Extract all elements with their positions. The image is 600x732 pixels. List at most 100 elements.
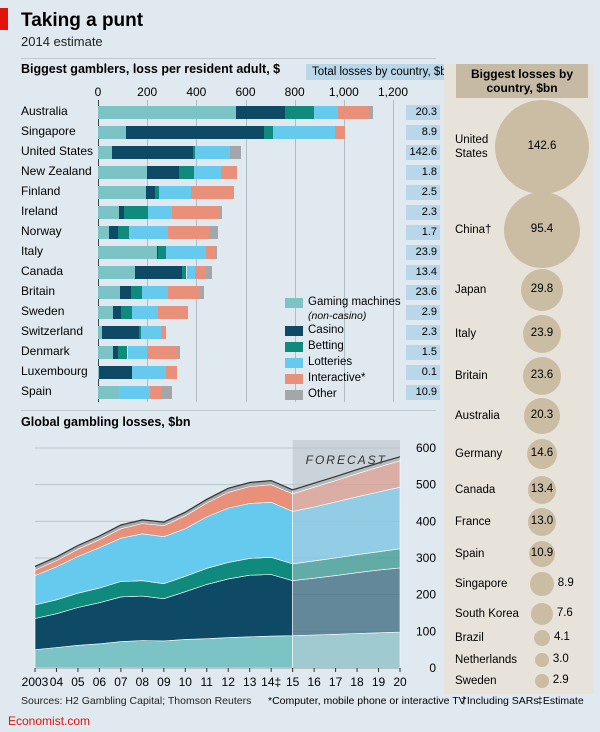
bar-segment [98,146,112,159]
bar-country-label: Australia [21,104,68,118]
legend-swatch [285,298,303,308]
bubble-country-label: Netherlands [455,654,518,666]
area-x-tick-label: 15 [286,675,300,689]
bar-x-tick-label: 0 [94,85,102,99]
bar-segment [120,286,132,299]
bubble-country-label: Japan [455,284,487,296]
total-loss-value: 20.3 [406,105,440,120]
bar-segment [158,246,166,259]
bar-segment [131,286,143,299]
bar-segment [128,226,169,239]
bar-segment [98,126,127,139]
area-x-tick-label: 08 [136,675,150,689]
bubble-value-label: 2.9 [552,674,569,686]
bubble-value-label: 4.1 [553,631,570,643]
bubble-country-label: Sweden [455,675,497,687]
bar-segment [126,126,264,139]
total-loss-value: 142.6 [406,145,440,160]
bar-segment [284,106,315,119]
bubble-country-label: Brazil [455,632,484,644]
bar-country-label: Luxembourg [21,364,88,378]
bubble-country-label: Spain [455,548,485,560]
bar-segment [195,146,230,159]
bubble-value-label: 142.6 [527,140,557,152]
footnote-estimate: ‡Estimate [537,695,584,707]
bubble-country-label: China† [455,224,492,236]
bar-segment [98,306,113,319]
country-bubble [531,603,553,625]
bar-gridline [294,100,296,402]
area-y-tick-label: 400 [416,514,436,528]
bar-segment [112,306,122,319]
bar-country-label: Singapore [21,124,76,138]
bar-country-label: Ireland [21,204,58,218]
country-bubble [526,438,558,470]
country-bubble [524,398,560,434]
bar-segment [118,386,150,399]
bar-segment [98,286,121,299]
bar-country-label: Norway [21,224,62,238]
bubble-country-label: Singapore [455,578,508,590]
bar-segment [179,166,194,179]
area-chart: FORECAST 0 100 200 300 400 500 600 2003 04 05 06 07 0… [22,440,436,689]
bar-segment [138,326,142,339]
brand-logo: Economist.com [8,714,91,728]
divider-top [21,58,436,59]
area-x-tick-label: 2003 [22,675,49,689]
bar-country-label: United States [21,144,94,158]
bar-segment [235,106,285,119]
bar-segment [98,366,100,379]
bar-segment [186,266,196,279]
area-x-tick-label: 12 [222,675,236,689]
bar-segment [98,346,113,359]
red-tab-marker [0,8,8,30]
bar-segment [142,286,169,299]
bubble-country-label: Italy [455,328,477,340]
total-loss-value: 2.5 [406,185,440,200]
bar-segment [154,186,160,199]
area-x-tick-label: 16 [307,675,321,689]
total-loss-value: 2.3 [406,205,440,220]
bar-segment [109,226,118,239]
bubble-value-label: 29.8 [530,283,554,295]
bar-segment [195,266,207,279]
bubble-country-label: United States [455,134,489,160]
area-x-tick-label: 17 [329,675,343,689]
bar-segment [117,346,128,359]
legend-label: Lotteries [308,356,353,368]
total-loss-value: 1.7 [406,225,440,240]
area-x-tick-label: 05 [71,675,85,689]
bar-segment [157,246,159,259]
bar-segment [191,186,235,199]
bubble-value-label: 10.9 [530,547,554,559]
total-loss-value: 23.6 [406,285,440,300]
total-loss-value: 23.9 [406,245,440,260]
bar-x-tick-label: 800 [284,85,305,99]
bubble-country-label: Australia [455,410,500,422]
bar-country-label: Italy [21,244,44,258]
bar-segment [369,106,374,119]
bar-segment [160,386,172,399]
bar-segment [98,266,135,279]
bar-country-label: Canada [21,264,64,278]
bar-segment [123,206,149,219]
bubble-value-label: 23.6 [530,369,554,381]
bar-gridline [393,100,394,402]
area-y-tick-label: 100 [416,624,436,638]
area-x-tick-label: 18 [350,675,364,689]
total-loss-value: 2.3 [406,325,440,340]
bar-country-label: New Zealand [21,164,92,178]
bar-country-label: Spain [21,384,52,398]
bar-segment [165,246,207,259]
area-x-tick-label: 04 [50,675,64,689]
bar-segment [219,206,223,219]
bar-x-tick-label: 1,000 [328,85,359,99]
bar-country-label: Sweden [21,304,65,318]
total-loss-value: 0.1 [406,365,440,380]
legend-label: Casino [308,324,344,336]
bubble-country-label: South Korea [455,608,519,620]
bar-segment [177,346,181,359]
bar-country-label: Switzerland [21,324,84,338]
bar-segment [148,206,172,219]
country-bubble [503,191,581,269]
